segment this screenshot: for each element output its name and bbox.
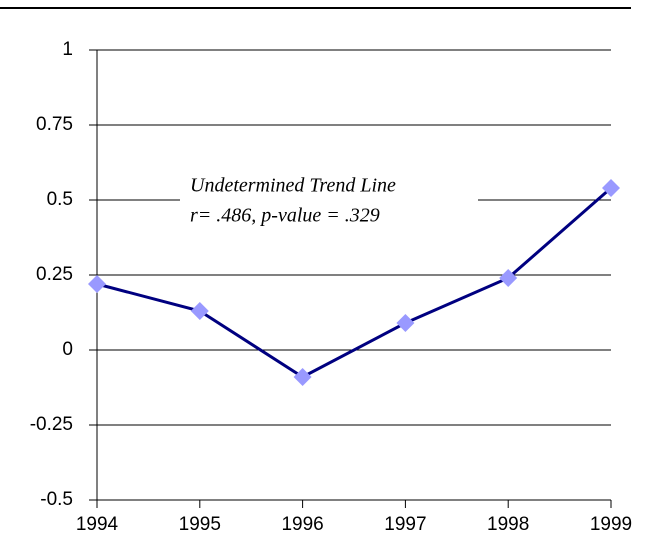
y-tick-label: 0 bbox=[62, 339, 73, 360]
y-tick-label: -0.25 bbox=[30, 414, 73, 435]
y-tick-label: 0.75 bbox=[36, 114, 73, 135]
x-tick-label: 1999 bbox=[590, 514, 632, 535]
annotation: r= .486, p-value = .329 bbox=[190, 205, 380, 227]
marker bbox=[88, 275, 106, 293]
x-tick-label: 1998 bbox=[487, 514, 529, 535]
marker bbox=[190, 302, 209, 320]
marker bbox=[396, 314, 415, 332]
x-tick-label: 1997 bbox=[384, 514, 426, 535]
x-tick-label: 1994 bbox=[76, 514, 119, 535]
x-tick-label: 1995 bbox=[179, 514, 221, 535]
annotation: Undetermined Trend Line bbox=[190, 175, 396, 197]
y-tick-label: 0.25 bbox=[36, 264, 73, 285]
x-tick-label: 1996 bbox=[281, 514, 323, 535]
y-tick-label: 1 bbox=[62, 39, 73, 60]
y-tick-label: -0.5 bbox=[40, 489, 73, 510]
marker bbox=[499, 269, 518, 287]
y-tick-label: 0.5 bbox=[47, 189, 73, 210]
series-line bbox=[96, 186, 612, 379]
marker bbox=[293, 368, 312, 386]
annotation-box bbox=[180, 170, 478, 232]
marker bbox=[602, 179, 620, 197]
